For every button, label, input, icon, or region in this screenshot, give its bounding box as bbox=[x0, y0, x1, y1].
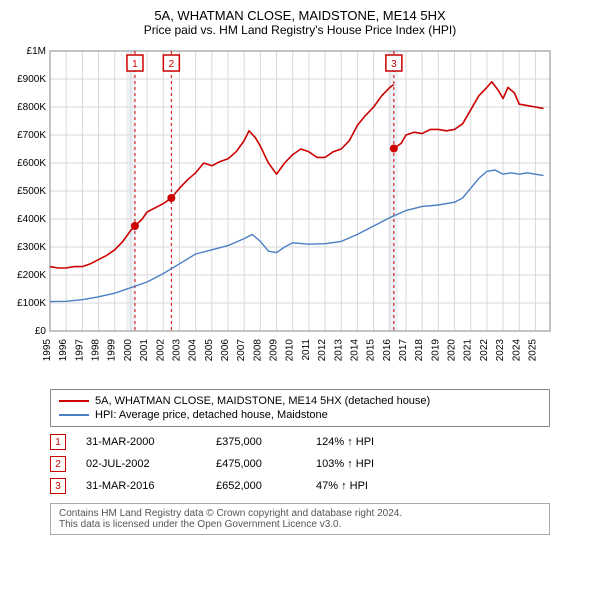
svg-text:2024: 2024 bbox=[511, 339, 522, 362]
svg-text:£200K: £200K bbox=[17, 270, 46, 281]
transaction-price: £475,000 bbox=[216, 458, 296, 470]
svg-text:£100K: £100K bbox=[17, 298, 46, 309]
footer-line-1: Contains HM Land Registry data © Crown c… bbox=[59, 508, 541, 519]
svg-text:2008: 2008 bbox=[252, 339, 263, 362]
footer-line-2: This data is licensed under the Open Gov… bbox=[59, 519, 541, 530]
svg-text:2001: 2001 bbox=[139, 339, 150, 362]
svg-text:2006: 2006 bbox=[220, 339, 231, 362]
svg-text:2025: 2025 bbox=[527, 339, 538, 362]
transaction-badge: 3 bbox=[50, 478, 66, 494]
chart-subtitle: Price paid vs. HM Land Registry's House … bbox=[8, 23, 592, 37]
svg-text:2020: 2020 bbox=[447, 339, 458, 362]
legend-item: 5A, WHATMAN CLOSE, MAIDSTONE, ME14 5HX (… bbox=[59, 394, 541, 408]
transaction-pct: 124% ↑ HPI bbox=[316, 436, 416, 448]
svg-text:£400K: £400K bbox=[17, 214, 46, 225]
transaction-row: 2 02-JUL-2002 £475,000 103% ↑ HPI bbox=[50, 453, 592, 475]
transaction-badge: 1 bbox=[50, 434, 66, 450]
svg-text:1997: 1997 bbox=[74, 339, 85, 362]
svg-text:2007: 2007 bbox=[236, 339, 247, 362]
svg-text:2012: 2012 bbox=[317, 339, 328, 362]
transaction-price: £375,000 bbox=[216, 436, 296, 448]
svg-text:2016: 2016 bbox=[382, 339, 393, 362]
svg-text:1: 1 bbox=[132, 59, 138, 70]
svg-text:1999: 1999 bbox=[107, 339, 118, 362]
price-chart: £0 £100K £200K £300K £400K £500K £600K £700K £80… bbox=[8, 43, 592, 383]
svg-text:2015: 2015 bbox=[366, 339, 377, 362]
svg-text:£900K: £900K bbox=[17, 74, 46, 85]
transaction-date: 31-MAR-2000 bbox=[86, 436, 196, 448]
transaction-pct: 103% ↑ HPI bbox=[316, 458, 416, 470]
transaction-date: 31-MAR-2016 bbox=[86, 480, 196, 492]
legend-swatch bbox=[59, 400, 89, 402]
svg-text:1996: 1996 bbox=[58, 339, 69, 362]
transaction-row: 1 31-MAR-2000 £375,000 124% ↑ HPI bbox=[50, 431, 592, 453]
svg-text:2: 2 bbox=[169, 59, 175, 70]
svg-text:1995: 1995 bbox=[42, 339, 53, 362]
svg-text:2004: 2004 bbox=[188, 339, 199, 362]
legend-label: HPI: Average price, detached house, Maid… bbox=[95, 409, 328, 421]
svg-text:2021: 2021 bbox=[463, 339, 474, 362]
svg-text:£500K: £500K bbox=[17, 186, 46, 197]
svg-text:2003: 2003 bbox=[171, 339, 182, 362]
svg-text:2002: 2002 bbox=[155, 339, 166, 362]
svg-text:2011: 2011 bbox=[301, 339, 312, 361]
svg-text:£300K: £300K bbox=[17, 242, 46, 253]
svg-text:2018: 2018 bbox=[414, 339, 425, 362]
legend-item: HPI: Average price, detached house, Maid… bbox=[59, 408, 541, 422]
svg-text:£600K: £600K bbox=[17, 158, 46, 169]
transaction-badge: 2 bbox=[50, 456, 66, 472]
svg-text:2022: 2022 bbox=[479, 339, 490, 362]
svg-text:£0: £0 bbox=[35, 326, 47, 337]
svg-text:2010: 2010 bbox=[285, 339, 296, 362]
svg-text:£800K: £800K bbox=[17, 102, 46, 113]
svg-text:1998: 1998 bbox=[91, 339, 102, 362]
svg-text:3: 3 bbox=[391, 59, 397, 70]
legend: 5A, WHATMAN CLOSE, MAIDSTONE, ME14 5HX (… bbox=[50, 389, 550, 427]
svg-text:2019: 2019 bbox=[430, 339, 441, 362]
legend-label: 5A, WHATMAN CLOSE, MAIDSTONE, ME14 5HX (… bbox=[95, 395, 430, 407]
svg-text:2013: 2013 bbox=[333, 339, 344, 362]
transaction-date: 02-JUL-2002 bbox=[86, 458, 196, 470]
transaction-pct: 47% ↑ HPI bbox=[316, 480, 416, 492]
svg-text:2014: 2014 bbox=[349, 339, 360, 362]
legend-swatch bbox=[59, 414, 89, 416]
licence-footer: Contains HM Land Registry data © Crown c… bbox=[50, 503, 550, 535]
svg-text:2005: 2005 bbox=[204, 339, 215, 362]
transaction-price: £652,000 bbox=[216, 480, 296, 492]
svg-text:£1M: £1M bbox=[27, 46, 46, 57]
svg-text:2009: 2009 bbox=[269, 339, 280, 362]
svg-text:2000: 2000 bbox=[123, 339, 134, 362]
transaction-row: 3 31-MAR-2016 £652,000 47% ↑ HPI bbox=[50, 475, 592, 497]
transactions-table: 1 31-MAR-2000 £375,000 124% ↑ HPI 2 02-JUL-20… bbox=[50, 431, 592, 497]
chart-title: 5A, WHATMAN CLOSE, MAIDSTONE, ME14 5HX bbox=[8, 8, 592, 23]
svg-text:2017: 2017 bbox=[398, 339, 409, 362]
svg-text:2023: 2023 bbox=[495, 339, 506, 362]
svg-text:£700K: £700K bbox=[17, 130, 46, 141]
chart-container: £0 £100K £200K £300K £400K £500K £600K £700K £80… bbox=[8, 43, 592, 383]
